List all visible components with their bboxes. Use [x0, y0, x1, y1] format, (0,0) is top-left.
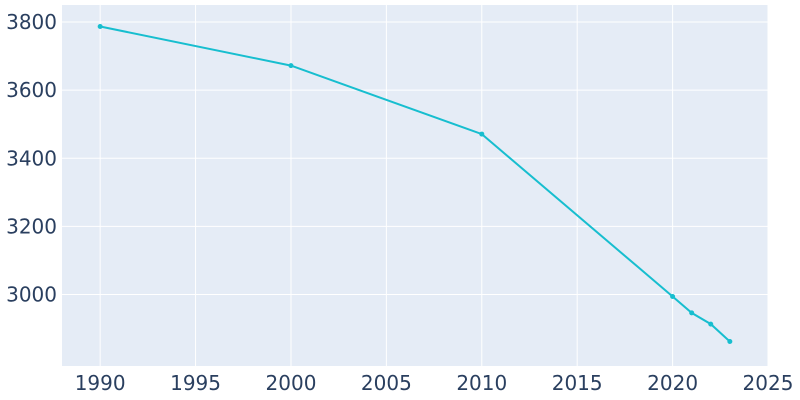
- x-tick-label: 2000: [266, 371, 317, 395]
- plot-area: [62, 5, 768, 366]
- series-points: [97, 23, 733, 344]
- data-point: [708, 321, 714, 327]
- x-tick-label: 2005: [361, 371, 412, 395]
- data-point: [97, 23, 103, 29]
- data-point: [670, 294, 676, 300]
- data-point: [288, 63, 294, 69]
- data-point: [479, 131, 485, 137]
- y-tick-label: 3400: [6, 146, 57, 170]
- y-axis-tick-labels: 3000 3200 3400 3600 3800: [6, 10, 57, 306]
- x-axis-tick-labels: 1990 1995 2000 2005 2010 2015 2020 2025: [75, 371, 794, 395]
- x-tick-label: 2010: [456, 371, 507, 395]
- x-tick-label: 2025: [743, 371, 794, 395]
- x-tick-label: 1995: [170, 371, 221, 395]
- x-tick-label: 2015: [552, 371, 603, 395]
- y-gridlines: [62, 21, 768, 295]
- x-tick-label: 2020: [647, 371, 698, 395]
- x-tick-label: 1990: [75, 371, 126, 395]
- y-tick-label: 3200: [6, 214, 57, 238]
- y-tick-label: 3000: [6, 282, 57, 306]
- y-tick-label: 3800: [6, 10, 57, 34]
- data-point: [727, 338, 733, 344]
- data-point: [689, 310, 695, 316]
- y-tick-label: 3600: [6, 78, 57, 102]
